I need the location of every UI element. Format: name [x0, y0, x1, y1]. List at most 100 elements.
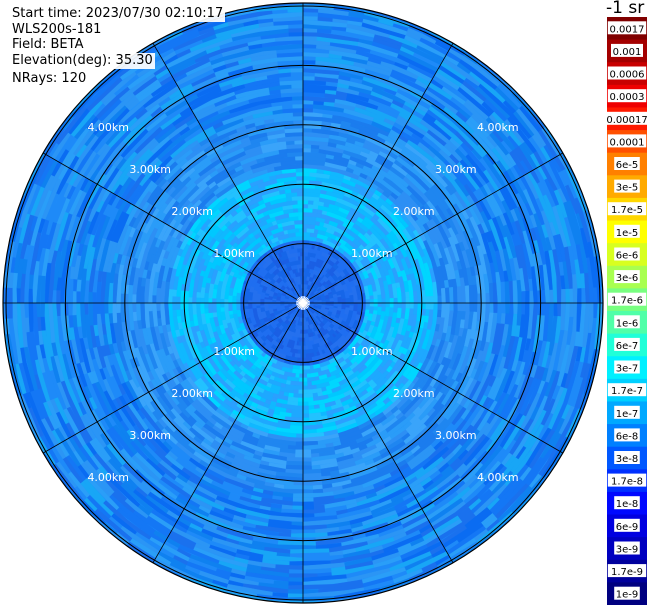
range-gate-cell — [302, 409, 310, 415]
range-gate-cell — [293, 131, 304, 137]
range-gate-cell — [299, 329, 305, 335]
range-gate-cell — [302, 259, 310, 265]
range-gate-cell — [449, 302, 455, 312]
range-gate-cell — [413, 296, 419, 304]
range-gate-cell — [306, 373, 312, 379]
range-gate-cell — [401, 291, 407, 304]
range-gate-cell — [203, 307, 209, 314]
range-gate-cell — [333, 297, 339, 302]
range-gate-cell — [293, 119, 304, 125]
range-gate-cell — [302, 103, 314, 109]
range-gate-cell — [294, 223, 304, 229]
range-gate-cell — [302, 31, 318, 37]
range-gate-cell — [299, 365, 311, 371]
range-gate-cell — [294, 227, 300, 233]
range-gate-cell — [279, 301, 285, 306]
range-gate-cell — [349, 305, 355, 312]
range-gate-cell — [337, 302, 343, 308]
range-gate-cell — [297, 211, 304, 217]
range-gate-cell — [309, 364, 314, 370]
range-gate-cell — [341, 298, 347, 304]
range-gate-cell — [302, 179, 310, 185]
range-gate-cell — [304, 329, 309, 335]
range-gate-cell — [296, 191, 304, 197]
range-ring-label: 1.00km — [351, 345, 393, 358]
colorbar-tick-label: 1.7e-6 — [611, 296, 643, 307]
range-gate-cell — [397, 302, 403, 309]
range-gate-cell — [199, 297, 205, 304]
range-gate-cell — [235, 299, 241, 311]
range-gate-cell — [445, 302, 451, 311]
range-gate-cell — [75, 290, 81, 304]
range-ring-label: 5.00km — [45, 513, 87, 526]
colorbar-tick-label: 0.00017 — [607, 115, 647, 126]
range-gate-cell — [255, 297, 261, 306]
range-gate-cell — [369, 302, 375, 307]
range-gate-cell — [294, 373, 300, 379]
elevation-label: Elevation(deg): 35.30 — [10, 53, 155, 69]
range-gate-cell — [369, 299, 375, 304]
range-gate-cell — [311, 220, 317, 226]
range-gate-cell — [247, 299, 253, 304]
range-gate-cell — [556, 275, 562, 317]
range-gate-cell — [263, 298, 269, 304]
range-gate-cell — [329, 297, 335, 302]
range-gate-cell — [302, 263, 308, 269]
range-gate-cell — [243, 302, 249, 307]
range-ring-label: 4.00km — [477, 471, 519, 484]
range-gate-cell — [259, 298, 265, 306]
range-gate-cell — [307, 199, 315, 205]
range-gate-cell — [298, 341, 306, 347]
range-gate-cell — [295, 433, 304, 439]
range-ring-label: 2.00km — [393, 205, 435, 218]
range-gate-cell — [349, 297, 355, 306]
colorbar-tick-label: 6e-7 — [616, 341, 639, 352]
range-gate-cell — [295, 171, 304, 177]
colorbar-tick-label: 1.7e-8 — [611, 477, 643, 488]
range-gate-cell — [302, 381, 308, 387]
range-gate-cell — [232, 309, 238, 315]
range-gate-cell — [299, 325, 305, 331]
range-gate-cell — [255, 305, 261, 309]
range-ring-label: 4.00km — [477, 121, 519, 134]
colorbar-tick-label: 1e-5 — [616, 228, 639, 239]
colorbar-tick-label: 3e-6 — [616, 273, 639, 284]
range-gate-cell — [297, 255, 301, 261]
range-gate-cell — [171, 309, 177, 317]
range-gate-cell — [251, 302, 257, 309]
range-gate-cell — [288, 31, 304, 37]
colorbar-tick-label: 1e-8 — [616, 499, 639, 510]
range-gate-cell — [297, 199, 304, 205]
colorbar-tick-label: 3e-9 — [616, 545, 639, 556]
range-gate-cell — [267, 302, 273, 309]
colorbar-tick-label: 3e-5 — [616, 183, 639, 194]
range-gate-cell — [295, 155, 304, 161]
range-gate-cell — [299, 333, 306, 339]
range-gate-cell — [297, 251, 301, 257]
range-ring-label: 1.00km — [213, 247, 255, 260]
range-gate-cell — [357, 299, 363, 304]
range-gate-cell — [297, 349, 306, 355]
range-gate-cell — [302, 501, 314, 507]
range-gate-cell — [381, 306, 387, 312]
range-gate-cell — [365, 306, 371, 311]
range-gate-cell — [298, 337, 306, 343]
range-gate-cell — [292, 99, 304, 105]
range-gate-cell — [302, 231, 311, 237]
range-ring-label: 4.00km — [87, 471, 129, 484]
field-label: Field: BETA — [10, 37, 86, 53]
range-gate-cell — [251, 297, 257, 304]
range-gate-cell — [296, 357, 304, 363]
range-gate-cell — [306, 381, 312, 387]
range-gate-cell — [300, 251, 304, 257]
range-gate-cell — [512, 280, 518, 315]
range-gate-cell — [517, 291, 523, 304]
range-gate-cell — [293, 389, 299, 395]
colorbar-tick-label: 0.001 — [613, 47, 642, 58]
colorbar-tick-label: 6e-9 — [616, 522, 639, 533]
range-gate-cell — [227, 294, 233, 304]
colorbar-tick-label: 0.0006 — [610, 70, 645, 81]
range-gate-cell — [297, 271, 302, 277]
colorbar-tick-label: 1.7e-7 — [611, 386, 643, 397]
